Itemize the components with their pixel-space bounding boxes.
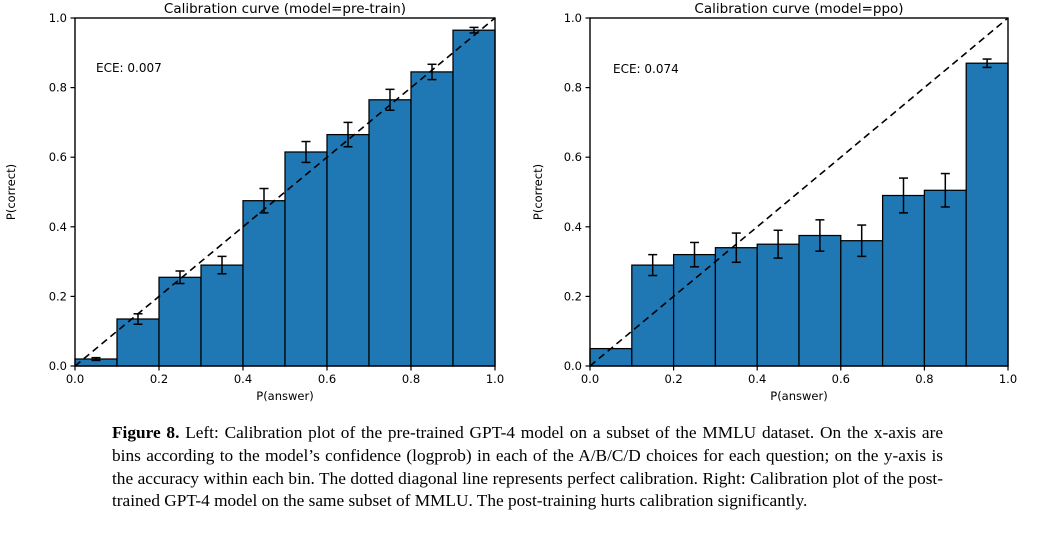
x-tick-label: 0.8	[915, 372, 933, 386]
histogram-bar	[714, 247, 758, 367]
histogram-bar	[368, 99, 412, 367]
x-tick-label: 0.0	[581, 372, 599, 386]
x-tick-label: 0.8	[402, 372, 420, 386]
y-tick-label: 0.4	[564, 220, 582, 234]
x-tick-label: 0.2	[150, 372, 168, 386]
histogram-bar	[881, 194, 926, 367]
figure-caption: Figure 8. Left: Calibration plot of the …	[112, 422, 943, 513]
histogram-bar	[284, 151, 328, 367]
x-axis-label: P(answer)	[770, 389, 827, 403]
y-tick-label: 1.0	[564, 11, 582, 25]
ece-annotation: ECE: 0.007	[96, 61, 162, 75]
perfect-calibration-line	[589, 17, 1009, 367]
y-tick-label: 0.2	[564, 289, 582, 303]
axes-spines	[589, 17, 1009, 367]
x-tick-label: 1.0	[486, 372, 504, 386]
y-tick-label: 0.6	[49, 150, 67, 164]
histogram-bar	[410, 71, 454, 367]
y-axis-label: P(correct)	[4, 164, 18, 220]
figure-caption-label: Figure 8.	[112, 423, 180, 442]
y-axis-label: P(correct)	[531, 164, 545, 220]
y-tick-label: 0.0	[564, 359, 582, 373]
histogram-bar	[200, 264, 244, 367]
histogram-bar	[589, 347, 633, 367]
y-tick-label: 0.6	[564, 150, 582, 164]
chart-panel-pretrain: 0.0 0.2 0.4 0.6 0.8 1.0 0.0 0.2 0.4 0.6 0.8 1.0 Cal…	[0, 0, 527, 414]
x-tick-label: 0.2	[664, 372, 682, 386]
histogram-bar	[798, 234, 842, 367]
histogram-bar	[242, 200, 286, 367]
x-tick-label: 0.4	[748, 372, 766, 386]
calibration-plot-ppo: 0.0 0.2 0.4 0.6 0.8 1.0 0.0 0.2 0.4 0.6 0.8 1.0 Cal…	[531, 1, 1017, 403]
histogram-bar	[631, 264, 675, 367]
x-tick-label: 0.6	[832, 372, 850, 386]
y-tick-label: 0.4	[49, 220, 67, 234]
x-tick-label: 0.4	[234, 372, 252, 386]
histogram-bar	[965, 62, 1009, 367]
perfect-calibration-line	[74, 17, 496, 367]
x-tick-label: 1.0	[999, 372, 1017, 386]
axes-spines	[74, 17, 496, 367]
chart-title: Calibration curve (model=pre-train)	[164, 1, 406, 17]
x-tick-label: 0.6	[318, 372, 336, 386]
calibration-plot-pretrain: 0.0 0.2 0.4 0.6 0.8 1.0 0.0 0.2 0.4 0.6 0.8 1.0 Cal…	[4, 1, 504, 403]
y-tick-label: 0.8	[49, 81, 67, 95]
histogram-bar	[840, 240, 884, 367]
chart-panel-ppo: 0.0 0.2 0.4 0.6 0.8 1.0 0.0 0.2 0.4 0.6 0.8 1.0 Cal…	[527, 0, 1054, 414]
histogram-bar	[326, 133, 370, 367]
y-tick-label: 0.0	[49, 359, 67, 373]
ece-annotation: ECE: 0.074	[613, 62, 679, 76]
histogram-bar	[452, 29, 496, 367]
figure-caption-text: Left: Calibration plot of the pre-traine…	[112, 423, 943, 511]
x-axis-label: P(answer)	[256, 389, 313, 403]
chart-title: Calibration curve (model=ppo)	[694, 1, 903, 17]
histogram-bar	[756, 243, 800, 367]
y-tick-label: 0.8	[564, 81, 582, 95]
x-tick-label: 0.0	[66, 372, 84, 386]
y-tick-label: 0.2	[49, 289, 67, 303]
histogram-bar	[923, 189, 967, 367]
histogram-bar	[672, 253, 717, 367]
y-tick-label: 1.0	[49, 11, 67, 25]
